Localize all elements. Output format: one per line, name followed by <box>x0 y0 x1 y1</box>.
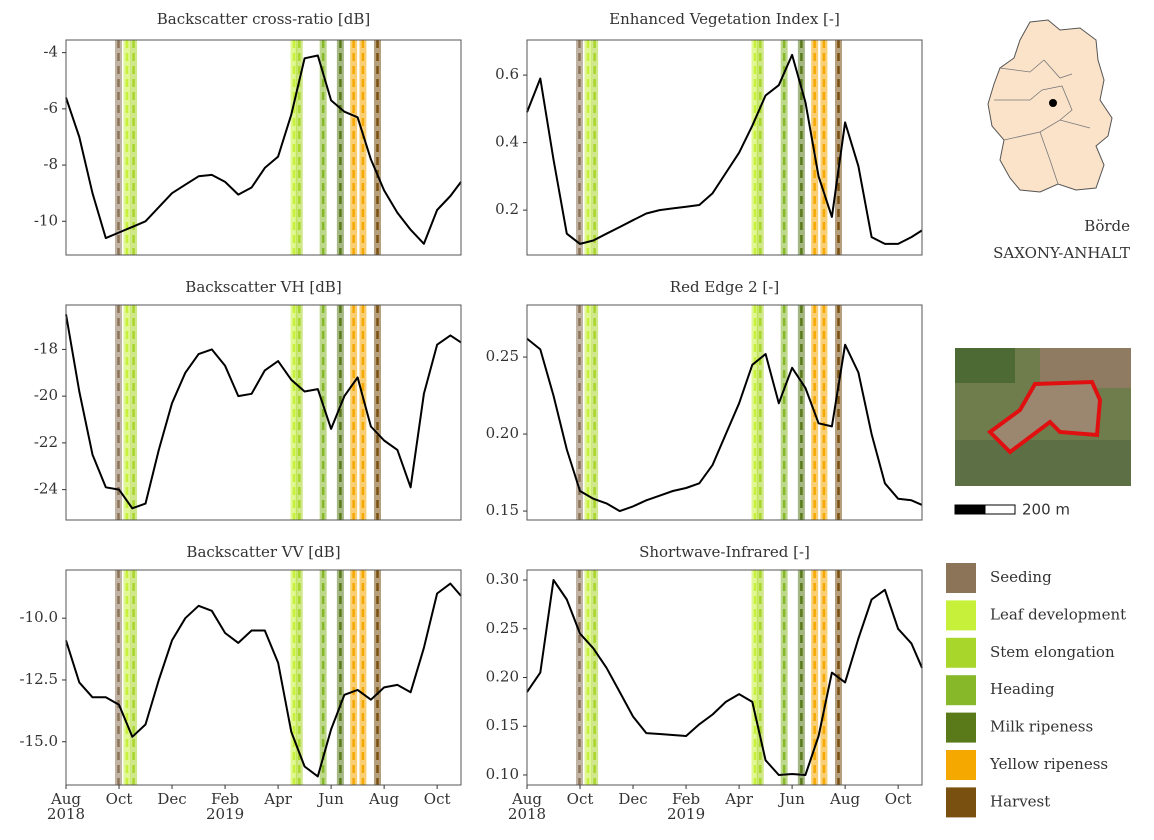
y-tick-label: -10 <box>34 211 58 229</box>
germany-outline <box>987 19 1113 193</box>
x-tick-label: Aug <box>830 790 861 808</box>
y-tick-label: -8 <box>43 155 58 173</box>
y-tick-label: 0.20 <box>486 668 519 686</box>
series-line <box>526 53 923 245</box>
x-tick-label: Oct <box>884 790 912 808</box>
state-borders <box>994 59 1091 185</box>
y-tick-label: 0.2 <box>495 200 519 218</box>
x-tick-label: Jun <box>318 790 344 808</box>
plot-frame <box>65 304 462 521</box>
chart-title: Backscatter VH [dB] <box>185 278 341 296</box>
legend-swatch <box>946 750 976 780</box>
district-label: Börde <box>1084 217 1130 235</box>
legend-swatch <box>946 637 976 668</box>
x-tick-label: Aug 2018 <box>507 790 547 823</box>
y-tick-label: -10.0 <box>20 608 58 626</box>
legend-label: Seeding <box>990 568 1052 586</box>
x-tick-label: Jun <box>779 790 805 808</box>
legend-swatch <box>946 563 976 593</box>
x-tick-label: Oct <box>105 790 133 808</box>
y-tick-label: -15.0 <box>20 732 58 750</box>
series-line <box>65 314 462 510</box>
chart-title: Red Edge 2 [-] <box>670 278 779 296</box>
aerial-image <box>955 348 1131 486</box>
scale-bar <box>954 504 986 515</box>
legend-label: Yellow ripeness <box>989 755 1108 773</box>
legend-label: Milk ripeness <box>990 718 1093 736</box>
y-tick-label: 0.15 <box>486 716 519 734</box>
field-outline <box>986 379 1103 455</box>
x-tick-label: Feb 2019 <box>205 790 245 823</box>
y-tick-label: -24 <box>34 480 58 498</box>
y-tick-label: -20 <box>34 386 58 404</box>
chart-title: Enhanced Vegetation Index [-] <box>609 10 840 28</box>
y-tick-label: -18 <box>34 339 58 357</box>
chart-title: Backscatter cross-ratio [dB] <box>157 10 371 28</box>
chart-title: Shortwave-Infrared [-] <box>639 543 810 561</box>
legend-swatch <box>946 712 976 743</box>
legend-label: Heading <box>990 680 1055 698</box>
x-tick-label: Dec <box>618 790 648 808</box>
germany-map <box>987 19 1113 193</box>
x-tick-label: Aug <box>369 790 400 808</box>
y-tick-label: -22 <box>34 433 58 451</box>
plot-frame <box>65 569 462 786</box>
x-tick-label: Apr <box>725 790 753 808</box>
state-label: SAXONY-ANHALT <box>993 244 1130 262</box>
legend-label: Stem elongation <box>990 643 1115 661</box>
chart-title: Backscatter VV [dB] <box>186 543 340 561</box>
plot-frame <box>65 39 462 256</box>
y-tick-label: 0.25 <box>486 347 519 365</box>
field-patch <box>955 348 1015 383</box>
legend-swatch <box>946 600 976 631</box>
y-tick-label: 0.6 <box>495 65 519 83</box>
y-tick-label: -6 <box>43 99 58 117</box>
y-tick-label: 0.30 <box>486 570 519 588</box>
y-tick-label: 0.4 <box>495 133 519 151</box>
location-dot <box>1049 99 1057 107</box>
y-tick-label: 0.20 <box>486 424 519 442</box>
series-line <box>65 54 462 245</box>
y-tick-label: -4 <box>43 43 58 61</box>
x-tick-label: Oct <box>566 790 594 808</box>
plot-frame <box>526 304 923 521</box>
series-line <box>65 582 462 778</box>
scale-label: 200 m <box>1022 501 1070 519</box>
y-tick-label: 0.10 <box>486 765 519 783</box>
legend-label: Leaf development <box>990 605 1126 623</box>
x-tick-label: Aug 2018 <box>46 790 86 823</box>
x-tick-label: Oct <box>423 790 451 808</box>
legend-swatch <box>946 787 976 818</box>
field-patch <box>955 440 1131 486</box>
legend-swatch <box>946 675 976 706</box>
plot-frame <box>526 39 923 256</box>
y-tick-label: 0.25 <box>486 619 519 637</box>
x-tick-label: Feb 2019 <box>666 790 706 823</box>
legend-label: Harvest <box>990 792 1050 810</box>
x-tick-label: Apr <box>264 790 292 808</box>
y-tick-label: -12.5 <box>20 670 58 688</box>
y-tick-label: 0.15 <box>486 501 519 519</box>
scale-bar <box>984 504 1016 515</box>
series-line <box>526 579 923 776</box>
x-tick-label: Dec <box>157 790 187 808</box>
series-line <box>526 337 923 513</box>
